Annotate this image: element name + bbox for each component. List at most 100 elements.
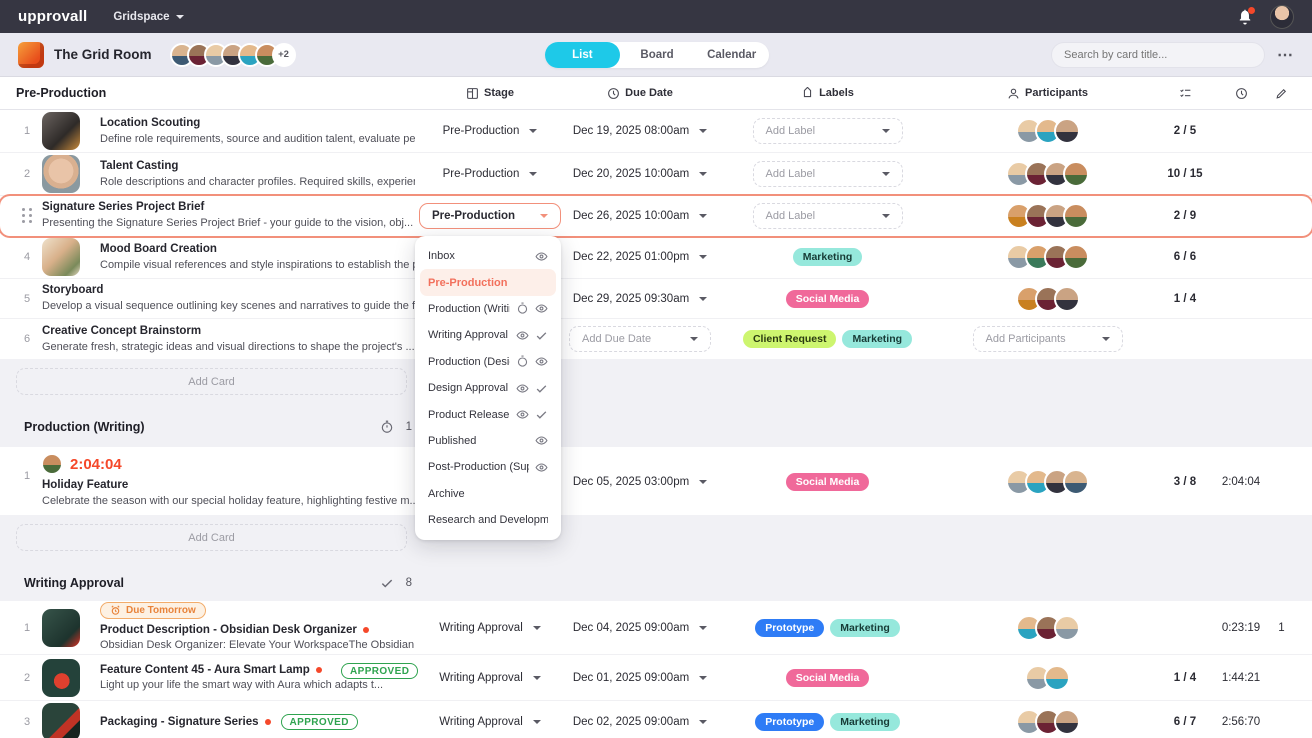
drag-handle[interactable]: [16, 208, 32, 223]
menu-item-product-release[interactable]: Product Release: [420, 401, 556, 427]
participants-stack[interactable]: [940, 202, 1155, 229]
row-number: 2: [24, 671, 31, 684]
table-row[interactable]: 1 Due Tomorrow Product Description - Obs…: [0, 601, 1312, 656]
due-date-dropdown[interactable]: Dec 29, 2025 09:30am: [565, 293, 715, 305]
participants-stack[interactable]: [940, 161, 1155, 187]
stage-dropdown[interactable]: Pre-Production: [415, 125, 565, 137]
label-chip[interactable]: Social Media: [785, 668, 870, 687]
menu-item-inbox[interactable]: Inbox: [420, 243, 556, 269]
participants-stack[interactable]: [940, 709, 1155, 736]
board-members[interactable]: +2: [169, 42, 296, 67]
due-date-dropdown[interactable]: Dec 04, 2025 09:00am: [565, 622, 715, 634]
checklist-count: 1 / 4: [1173, 292, 1197, 305]
label-chip[interactable]: Social Media: [785, 472, 870, 491]
card-thumbnail: [42, 703, 80, 738]
table-row[interactable]: 2 Talent Casting Role descriptions and c…: [0, 153, 1312, 196]
card-title[interactable]: Feature Content 45 - Aura Smart Lamp: [100, 662, 415, 679]
column-participants[interactable]: Participants: [940, 87, 1155, 100]
column-stage[interactable]: Stage: [415, 87, 565, 100]
add-card-button[interactable]: Add Card: [16, 368, 407, 395]
due-date-dropdown[interactable]: Dec 20, 2025 10:00am: [565, 168, 715, 180]
menu-item-production-writing[interactable]: Production (Writing): [420, 296, 556, 322]
label-chip[interactable]: Social Media: [785, 289, 870, 308]
card-title[interactable]: Mood Board Creation: [100, 242, 217, 255]
label-chip[interactable]: Marketing: [842, 330, 913, 348]
user-avatar[interactable]: [1270, 4, 1294, 29]
stage-dropdown[interactable]: Writing Approval: [415, 672, 565, 684]
add-participants-dropdown[interactable]: Add Participants: [972, 326, 1123, 352]
table-row[interactable]: 1 Location Scouting Define role requirem…: [0, 110, 1312, 153]
column-labels[interactable]: Labels: [715, 86, 940, 100]
due-date-dropdown[interactable]: Dec 05, 2025 03:00pm: [565, 476, 715, 488]
menu-item-research-development[interactable]: Research and Development: [428, 514, 548, 527]
tab-board[interactable]: Board: [640, 49, 674, 61]
more-options-button[interactable]: ⋯: [1277, 46, 1294, 64]
table-row[interactable]: 5 Storyboard Develop a visual sequence o…: [0, 279, 1312, 319]
table-row[interactable]: 1 2:04:04 Holiday Feature Celebrate the …: [0, 447, 1312, 516]
column-checklist-icon[interactable]: [1155, 87, 1215, 100]
clock-icon: [607, 87, 620, 100]
stage-dropdown-open[interactable]: Pre-Production: [415, 202, 565, 229]
stage-dropdown[interactable]: Writing Approval: [415, 716, 565, 728]
checklist-count: 10 / 15: [1167, 168, 1203, 180]
column-due-date[interactable]: Due Date: [565, 87, 715, 100]
card-title[interactable]: Holiday Feature: [42, 479, 129, 491]
card-title[interactable]: Talent Casting: [100, 159, 179, 172]
notifications-bell-icon[interactable]: [1236, 6, 1255, 26]
card-title[interactable]: Location Scouting: [100, 116, 201, 129]
search-input[interactable]: [1064, 48, 1252, 61]
participants-stack[interactable]: [940, 118, 1155, 144]
menu-item-archive[interactable]: Archive: [428, 487, 465, 500]
avatar-overflow-count[interactable]: +2: [271, 42, 296, 67]
add-due-date-dropdown[interactable]: Add Due Date: [569, 326, 711, 352]
menu-item-published[interactable]: Published: [420, 428, 556, 454]
due-date-dropdown[interactable]: Dec 26, 2025 10:00am: [565, 210, 715, 222]
label-chip[interactable]: Marketing: [830, 713, 900, 732]
participants-stack[interactable]: [940, 285, 1155, 312]
card-title[interactable]: Signature Series Project Brief: [42, 201, 205, 214]
label-chip[interactable]: Prototype: [755, 618, 825, 637]
table-row[interactable]: 3 Packaging - Signature Series APPROVED …: [0, 701, 1312, 738]
tab-calendar[interactable]: Calendar: [707, 49, 757, 61]
label-chip[interactable]: Prototype: [755, 713, 825, 732]
participants-stack[interactable]: [940, 614, 1155, 641]
tab-list[interactable]: List: [545, 42, 620, 68]
add-label-dropdown[interactable]: Add Label: [752, 161, 903, 187]
add-card-button[interactable]: Add Card: [16, 524, 407, 552]
menu-item-design-approval[interactable]: Design Approval: [420, 375, 556, 401]
search-box[interactable]: [1051, 41, 1265, 68]
card-title[interactable]: Storyboard: [42, 284, 104, 297]
column-time-icon[interactable]: [1215, 87, 1267, 100]
stage-dropdown[interactable]: Writing Approval: [415, 622, 565, 634]
menu-item-writing-approval[interactable]: Writing Approval: [420, 322, 556, 348]
due-date-dropdown[interactable]: Dec 22, 2025 01:00pm: [565, 251, 715, 263]
card-title[interactable]: Packaging - Signature Series: [100, 714, 271, 731]
table-row-selected[interactable]: Signature Series Project Brief Presentin…: [0, 196, 1312, 236]
due-date-dropdown[interactable]: Dec 02, 2025 09:00am: [565, 716, 715, 728]
menu-item-post-production[interactable]: Post-Production (Suppo...: [420, 454, 556, 480]
card-title[interactable]: Creative Concept Brainstorm: [42, 324, 202, 337]
stage-dropdown-menu: Inbox Pre-Production Production (Writing…: [415, 236, 561, 541]
table-row[interactable]: 2 Feature Content 45 - Aura Smart Lamp L…: [0, 655, 1312, 702]
table-row[interactable]: 6 Creative Concept Brainstorm Generate f…: [0, 319, 1312, 359]
due-date-dropdown[interactable]: Dec 01, 2025 09:00am: [565, 672, 715, 684]
label-chip[interactable]: Marketing: [792, 248, 863, 266]
menu-item-pre-production[interactable]: Pre-Production: [420, 269, 556, 296]
label-chip[interactable]: Marketing: [830, 618, 900, 637]
add-label-dropdown[interactable]: Add Label: [752, 118, 903, 144]
participants-stack[interactable]: [940, 244, 1155, 270]
stage-dropdown[interactable]: Pre-Production: [415, 168, 565, 180]
menu-item-production-design[interactable]: Production (Design): [420, 349, 556, 375]
label-chip[interactable]: Client Request: [742, 330, 837, 348]
participants-stack[interactable]: [940, 664, 1155, 691]
participants-stack[interactable]: [940, 468, 1155, 495]
row-number: 3: [24, 716, 31, 729]
workspace-switcher[interactable]: Gridspace: [113, 11, 184, 23]
add-label-dropdown[interactable]: Add Label: [752, 202, 903, 229]
table-row[interactable]: 4 Mood Board Creation Compile visual ref…: [0, 236, 1312, 279]
column-edit-icon[interactable]: [1267, 87, 1296, 100]
checklist-count: 3 / 8: [1173, 475, 1197, 488]
due-date-dropdown[interactable]: Dec 19, 2025 08:00am: [565, 125, 715, 137]
card-title[interactable]: Product Description - Obsidian Desk Orga…: [100, 622, 415, 639]
view-tabs: List Board Calendar: [545, 42, 769, 68]
